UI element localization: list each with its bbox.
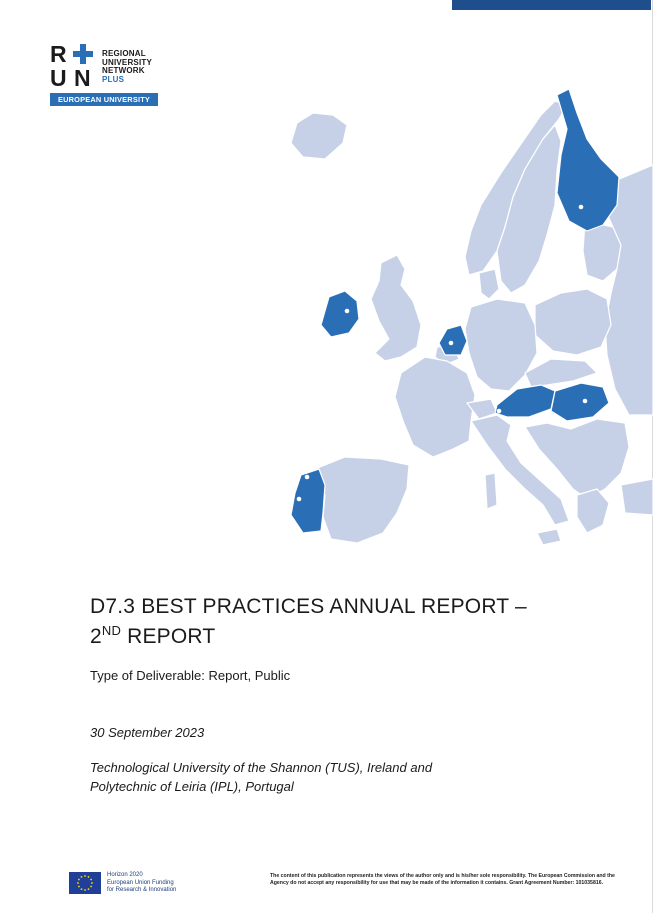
poland-shape — [534, 288, 612, 356]
authoring-institutions: Technological University of the Shannon … — [90, 758, 432, 796]
logo-letter-u: U — [50, 65, 67, 91]
ireland-shape — [320, 290, 360, 338]
deliverable-type: Type of Deliverable: Report, Public — [90, 668, 291, 683]
top-accent-bar — [452, 0, 651, 10]
czech-slovak-shape — [524, 358, 598, 388]
eu-funding-text: Horizon 2020 European Union Funding for … — [107, 872, 176, 895]
logo-wordmark: REGIONAL UNIVERSITY NETWORK PLUS — [102, 49, 153, 84]
denmark-shape — [478, 268, 500, 300]
netherlands-shape — [438, 324, 468, 356]
report-title-line2: 2ND REPORT — [90, 622, 610, 652]
logo-line-plus: PLUS — [102, 74, 125, 84]
report-title: D7.3 BEST PRACTICES ANNUAL REPORT – 2ND … — [90, 592, 610, 652]
greece-shape — [576, 488, 610, 534]
eu-funding-line3: for Research & Innovation — [107, 887, 177, 894]
eu-flag-icon — [69, 872, 101, 894]
germany-shape — [464, 298, 538, 392]
sweden-shape — [496, 124, 562, 294]
logo-letter-n: N — [74, 65, 91, 91]
eu-disclaimer: The content of this publication represen… — [270, 873, 615, 887]
sicily-shape — [536, 528, 562, 546]
run-logo: R U N REGIONAL UNIVERSITY NETWORK PLUS E… — [50, 43, 160, 107]
report-number: 2 — [90, 625, 102, 648]
spain-shape — [314, 456, 410, 544]
france-shape — [394, 356, 476, 458]
italy-shape — [470, 414, 570, 526]
netherlands-university-dot — [448, 340, 454, 346]
iceland-shape — [290, 112, 348, 160]
hungary-shape — [550, 382, 610, 422]
eu-funding-line2: European Union Funding — [107, 879, 174, 886]
europe-map — [290, 88, 653, 546]
report-title-line1: D7.3 BEST PRACTICES ANNUAL REPORT – — [90, 595, 527, 618]
authors-line1: Technological University of the Shannon … — [90, 760, 433, 775]
hungary-university-dot — [582, 398, 588, 404]
report-date: 30 September 2023 — [90, 725, 205, 740]
logo-line-regional: REGIONAL — [102, 49, 146, 58]
portugal-shape — [290, 468, 326, 534]
logo-letter-r: R — [50, 41, 67, 67]
ireland-university-dot — [344, 308, 350, 314]
logo-line-network: NETWORK — [102, 66, 145, 76]
norway-shape — [464, 100, 568, 276]
authors-line2: Polytechnic of Leiria (IPL), Portugal — [90, 779, 294, 794]
portugal-university-dot-south — [296, 496, 302, 502]
portugal-university-dot-north — [304, 474, 310, 480]
eu-funding-line1: Horizon 2020 — [107, 872, 143, 878]
finland-university-dot — [578, 204, 584, 210]
report-title-word: REPORT — [121, 625, 216, 648]
page-edge — [652, 0, 653, 913]
sardinia-shape — [484, 472, 498, 510]
logo-band-european-university: EUROPEAN UNIVERSITY — [50, 93, 158, 106]
ordinal-suffix: ND — [101, 623, 122, 638]
austria-university-dot — [496, 408, 502, 414]
plus-cross-icon — [73, 44, 93, 64]
great-britain-shape — [370, 254, 422, 362]
balkans-shape — [524, 418, 630, 500]
turkey-shape — [620, 478, 653, 516]
logo-line-university: UNIVERSITY — [102, 57, 153, 67]
finland-shape — [556, 88, 620, 232]
